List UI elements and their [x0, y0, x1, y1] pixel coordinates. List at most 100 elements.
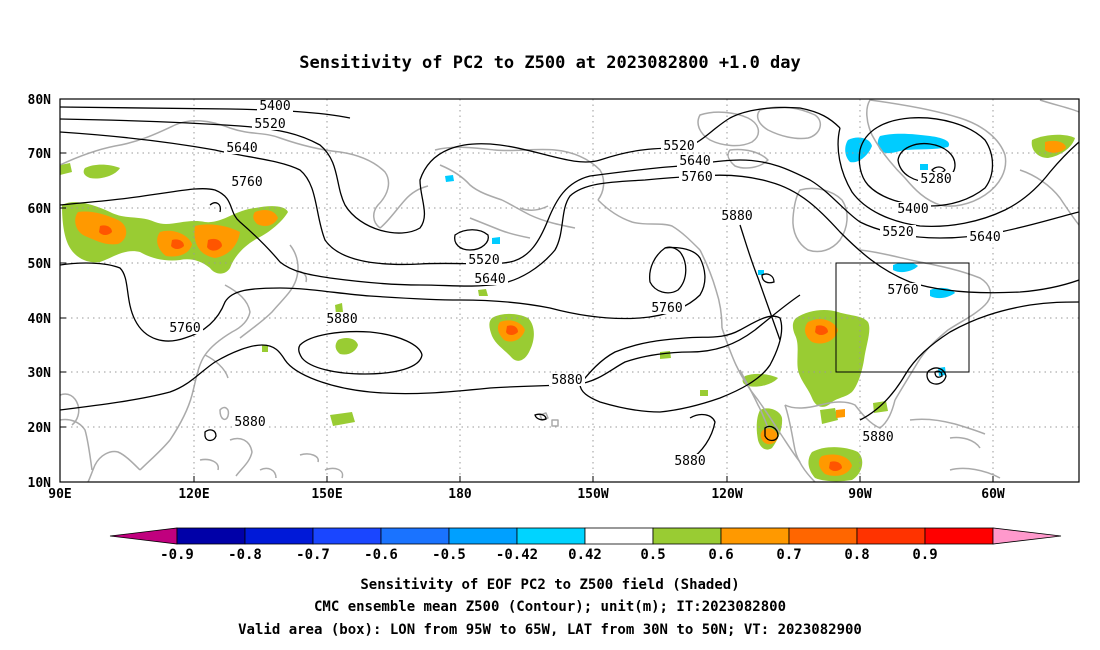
colorbar-label: -0.8: [228, 547, 262, 563]
footer-line-3: Valid area (box): LON from 95W to 65W, L…: [238, 622, 862, 638]
lon-label: 90W: [848, 487, 872, 502]
lon-label: 180: [448, 487, 472, 502]
colorbar-segment: [312, 527, 382, 545]
lon-label: 150E: [311, 487, 342, 502]
colorbar-label: 0.6: [708, 547, 733, 563]
colorbar-segment: [380, 527, 450, 545]
colorbar-segment: [788, 527, 858, 545]
contour-label: 5520: [663, 139, 694, 154]
colorbar-right-arrow: [992, 527, 1062, 545]
colorbar-label: 0.5: [640, 547, 665, 563]
lat-label: 70N: [28, 147, 52, 162]
contour-label: 5640: [679, 154, 710, 169]
contour-label: 5760: [681, 170, 712, 185]
lat-label: 10N: [28, 476, 52, 491]
colorbar-segment: [584, 527, 654, 545]
contour-label-bg: [324, 312, 360, 325]
colorbar-label: -0.5: [432, 547, 466, 563]
colorbar-label: 0.42: [568, 547, 602, 563]
figure-title: Sensitivity of PC2 to Z500 at 2023082800…: [299, 53, 801, 73]
latitude-labels: 80N 70N 60N 50N 40N 30N 20N 10N: [28, 93, 52, 491]
contour-label-bg: [224, 141, 260, 154]
lat-label: 80N: [28, 93, 52, 108]
lon-label: 120E: [178, 487, 209, 502]
colorbar-segment: [516, 527, 586, 545]
contour-label-bg: [967, 230, 1003, 243]
contour-label: 5400: [259, 99, 290, 114]
red-sensitivity-areas: [99, 225, 842, 471]
lat-label: 20N: [28, 421, 52, 436]
colorbar-segment: [176, 527, 246, 545]
map-frame: [59, 98, 1080, 483]
contour-label: 5640: [474, 272, 505, 287]
contour-label-bg: [232, 415, 268, 428]
colorbar-segment: [244, 527, 314, 545]
footer-line-2: CMC ensemble mean Z500 (Contour); unit(m…: [314, 599, 786, 615]
contour-label: 5400: [897, 202, 928, 217]
lat-label: 30N: [28, 366, 52, 381]
contour-label: 5880: [551, 373, 582, 388]
contour-label-bg: [880, 225, 916, 238]
lon-label: 60W: [981, 487, 1005, 502]
contour-label: 5280: [920, 172, 951, 187]
contour-label: 5760: [169, 321, 200, 336]
contour-label: 5880: [234, 415, 265, 430]
contour-label: 5760: [887, 283, 918, 298]
colorbar-label: -0.6: [364, 547, 398, 563]
contour-label-bg: [895, 202, 931, 215]
contour-label-bg: [860, 430, 896, 443]
colorbar-segment: [652, 527, 722, 545]
contour-label-bg: [229, 175, 265, 188]
contour-label-bg: [885, 283, 921, 296]
colorbar-segment: [448, 527, 518, 545]
contour-label-bg: [649, 301, 685, 314]
valid-area-box: [835, 262, 970, 373]
lon-label: 90E: [48, 487, 71, 502]
contour-label: 5520: [468, 253, 499, 268]
contour-label-bg: [918, 172, 954, 185]
colorbar-segment: [720, 527, 790, 545]
contour-label: 5760: [231, 175, 262, 190]
contour-label-bg: [549, 373, 585, 386]
lat-lon-grid: [60, 99, 1079, 482]
longitude-labels: 90E 120E 150E 180 150W 120W 90W 60W: [48, 487, 1005, 502]
z500-contours: [60, 106, 1079, 461]
colorbar-segment: [856, 527, 926, 545]
colorbar-label: 0.9: [912, 547, 937, 563]
colorbar-segment: [924, 527, 994, 545]
contour-label: 5880: [326, 312, 357, 327]
colorbar-left-arrow: [109, 527, 178, 545]
contour-label: 5640: [226, 141, 257, 156]
map-area: [60, 99, 1079, 482]
contour-label: 5880: [721, 209, 752, 224]
figure-footer: Sensitivity of EOF PC2 to Z500 field (Sh…: [238, 577, 862, 638]
contour-label: 5640: [969, 230, 1000, 245]
contour-label: 5520: [254, 117, 285, 132]
contour-label-bg: [661, 139, 697, 152]
contour-label-bg: [257, 99, 293, 112]
contour-label-bg: [466, 253, 502, 266]
contour-label-bg: [672, 454, 708, 467]
contour-label-bg: [252, 117, 288, 130]
contour-label: 5520: [882, 225, 913, 240]
lon-label: 120W: [711, 487, 742, 502]
contour-label: 5880: [862, 430, 893, 445]
axis-ticks: [59, 98, 994, 483]
contour-label: 5760: [651, 301, 682, 316]
contour-labels: 5400552056405760576058805880552056405880…: [167, 99, 1003, 469]
footer-line-1: Sensitivity of EOF PC2 to Z500 field (Sh…: [360, 577, 739, 593]
contour-label-bg: [472, 272, 508, 285]
colorbar-label: -0.9: [160, 547, 194, 563]
contour-label-bg: [679, 170, 715, 183]
colorbar: [109, 527, 1062, 545]
contour-label-bg: [677, 154, 713, 167]
colorbar-label: -0.42: [496, 547, 538, 563]
colorbar-labels: -0.9 -0.8 -0.7 -0.6 -0.5 -0.42 0.42 0.5 0.6 0.7 0.…: [160, 547, 938, 563]
lon-label: 150W: [577, 487, 608, 502]
lat-label: 40N: [28, 312, 52, 327]
contour-label-bg: [167, 321, 203, 334]
colorbar-label: 0.8: [844, 547, 869, 563]
lat-label: 60N: [28, 202, 52, 217]
colorbar-label: 0.7: [776, 547, 801, 563]
